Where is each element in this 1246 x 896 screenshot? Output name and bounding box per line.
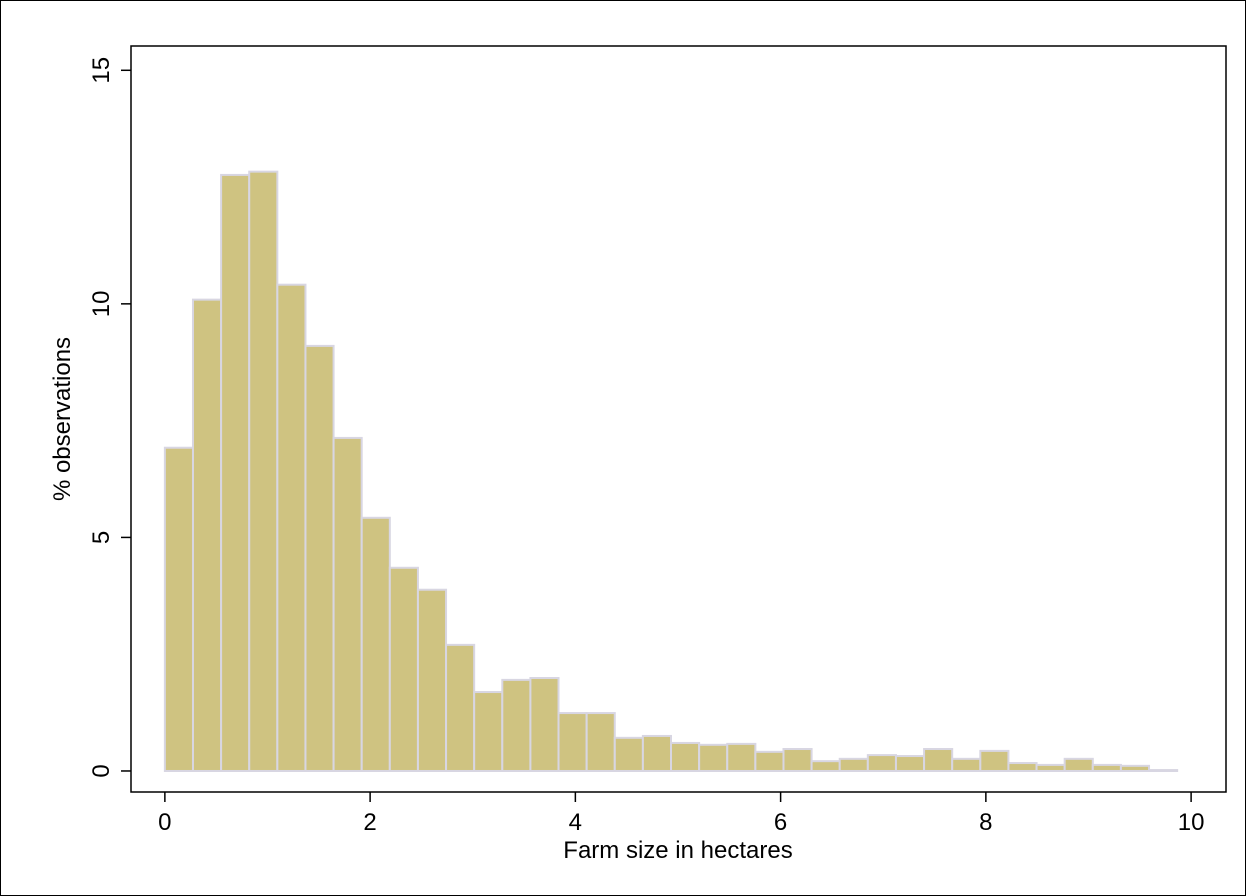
bar [248, 170, 279, 772]
bar [951, 757, 982, 772]
y-tick-label: 15 [88, 57, 115, 84]
x-tick-label: 10 [1178, 809, 1205, 836]
x-tick-label: 2 [363, 809, 376, 836]
y-tick-label: 5 [88, 531, 115, 544]
bar [698, 743, 729, 772]
bar [641, 734, 673, 772]
x-axis-label: Farm size in hectares [563, 837, 792, 864]
bar [585, 712, 616, 772]
bar [670, 741, 701, 772]
x-tick-label: 8 [979, 809, 992, 836]
bar [613, 736, 644, 772]
bar [979, 749, 1010, 772]
bar [163, 446, 194, 772]
bar [220, 173, 251, 772]
bar [416, 588, 448, 772]
bar [557, 712, 588, 772]
bar [923, 748, 954, 772]
bar [838, 757, 869, 772]
x-tick-label: 4 [569, 809, 582, 836]
bar [1119, 764, 1151, 772]
bar [304, 344, 335, 772]
bar [473, 691, 504, 772]
bar [191, 298, 223, 772]
bar [810, 760, 841, 772]
bar [1063, 757, 1094, 772]
bar [1035, 763, 1066, 772]
y-tick-label: 10 [88, 291, 115, 318]
bar [445, 643, 476, 772]
bar [276, 283, 307, 772]
bar [332, 436, 363, 772]
bar [1148, 769, 1179, 772]
y-axis-label: % observations [49, 337, 76, 501]
y-tick-label: 0 [88, 764, 115, 777]
bar [529, 677, 560, 772]
bar [754, 750, 785, 772]
bar [388, 566, 419, 772]
x-tick-label: 0 [158, 809, 171, 836]
bar [1091, 763, 1122, 772]
bar [866, 754, 897, 772]
bar [501, 678, 532, 772]
bar [1007, 762, 1038, 772]
bar [782, 748, 813, 772]
x-tick-label: 6 [774, 809, 787, 836]
bar [360, 516, 391, 772]
bar [726, 742, 757, 772]
bar [894, 755, 926, 772]
